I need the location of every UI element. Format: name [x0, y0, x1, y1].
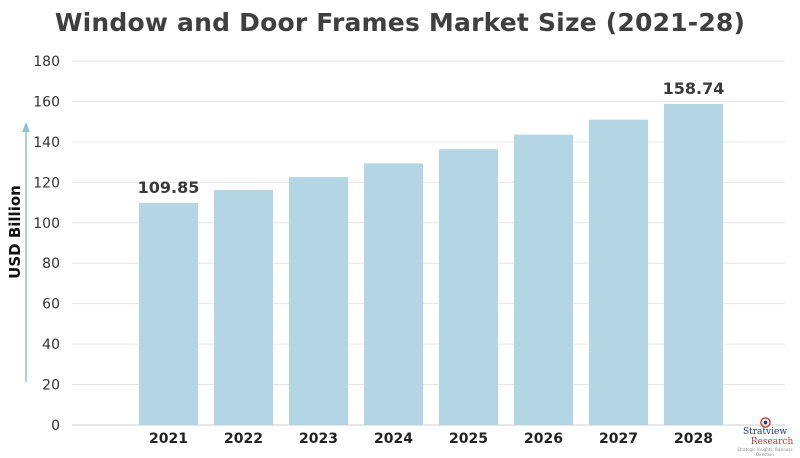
- y-tick-label: 20: [42, 378, 60, 394]
- x-tick-labels: 2021 2022 2023 2024 2025 2026 2027 2028: [149, 431, 713, 447]
- bar: [664, 103, 723, 426]
- x-tick-label: 2028: [674, 431, 713, 447]
- logo-name: Stratview: [742, 427, 788, 437]
- stratview-logo: Stratview Research Strategic Insights, B…: [734, 417, 796, 457]
- y-tick-label: 40: [42, 337, 60, 353]
- x-tick-label: 2026: [524, 431, 563, 447]
- y-tick-label: 160: [33, 94, 60, 110]
- bar: [139, 202, 198, 425]
- bar: [214, 190, 273, 425]
- x-tick-label: 2025: [449, 431, 488, 447]
- y-tick-labels: 0 20 40 60 80 100 120 140 160 180: [33, 54, 60, 434]
- y-tick-label: 180: [33, 54, 60, 70]
- bar: [514, 134, 573, 425]
- x-tick-label: 2022: [224, 431, 263, 447]
- logo-sub: Research: [750, 437, 794, 447]
- x-tick-label: 2021: [149, 431, 188, 447]
- chart-title: Window and Door Frames Market Size (2021…: [54, 8, 746, 37]
- y-axis-label: USD Billion: [6, 185, 24, 279]
- y-axis-arrow: [22, 122, 30, 382]
- target-icon: [760, 417, 771, 428]
- data-label: 158.74: [663, 79, 725, 98]
- bar: [589, 119, 648, 426]
- x-tick-label: 2027: [599, 431, 638, 447]
- y-tick-label: 140: [33, 135, 60, 151]
- logo-tagline: Strategic Insights, Business Direction: [737, 447, 793, 457]
- data-label: 109.85: [138, 178, 200, 197]
- y-tick-label: 60: [42, 297, 60, 313]
- bar: [439, 149, 498, 425]
- x-tick-label: 2024: [374, 431, 413, 447]
- bars: [139, 103, 723, 426]
- data-labels: 109.85 158.74: [138, 79, 725, 197]
- y-tick-label: 80: [42, 256, 60, 272]
- bar: [289, 177, 348, 425]
- y-tick-label: 120: [33, 175, 60, 191]
- x-tick-label: 2023: [299, 431, 338, 447]
- y-tick-label: 0: [51, 418, 60, 434]
- bar: [364, 163, 423, 425]
- y-tick-label: 100: [33, 216, 60, 232]
